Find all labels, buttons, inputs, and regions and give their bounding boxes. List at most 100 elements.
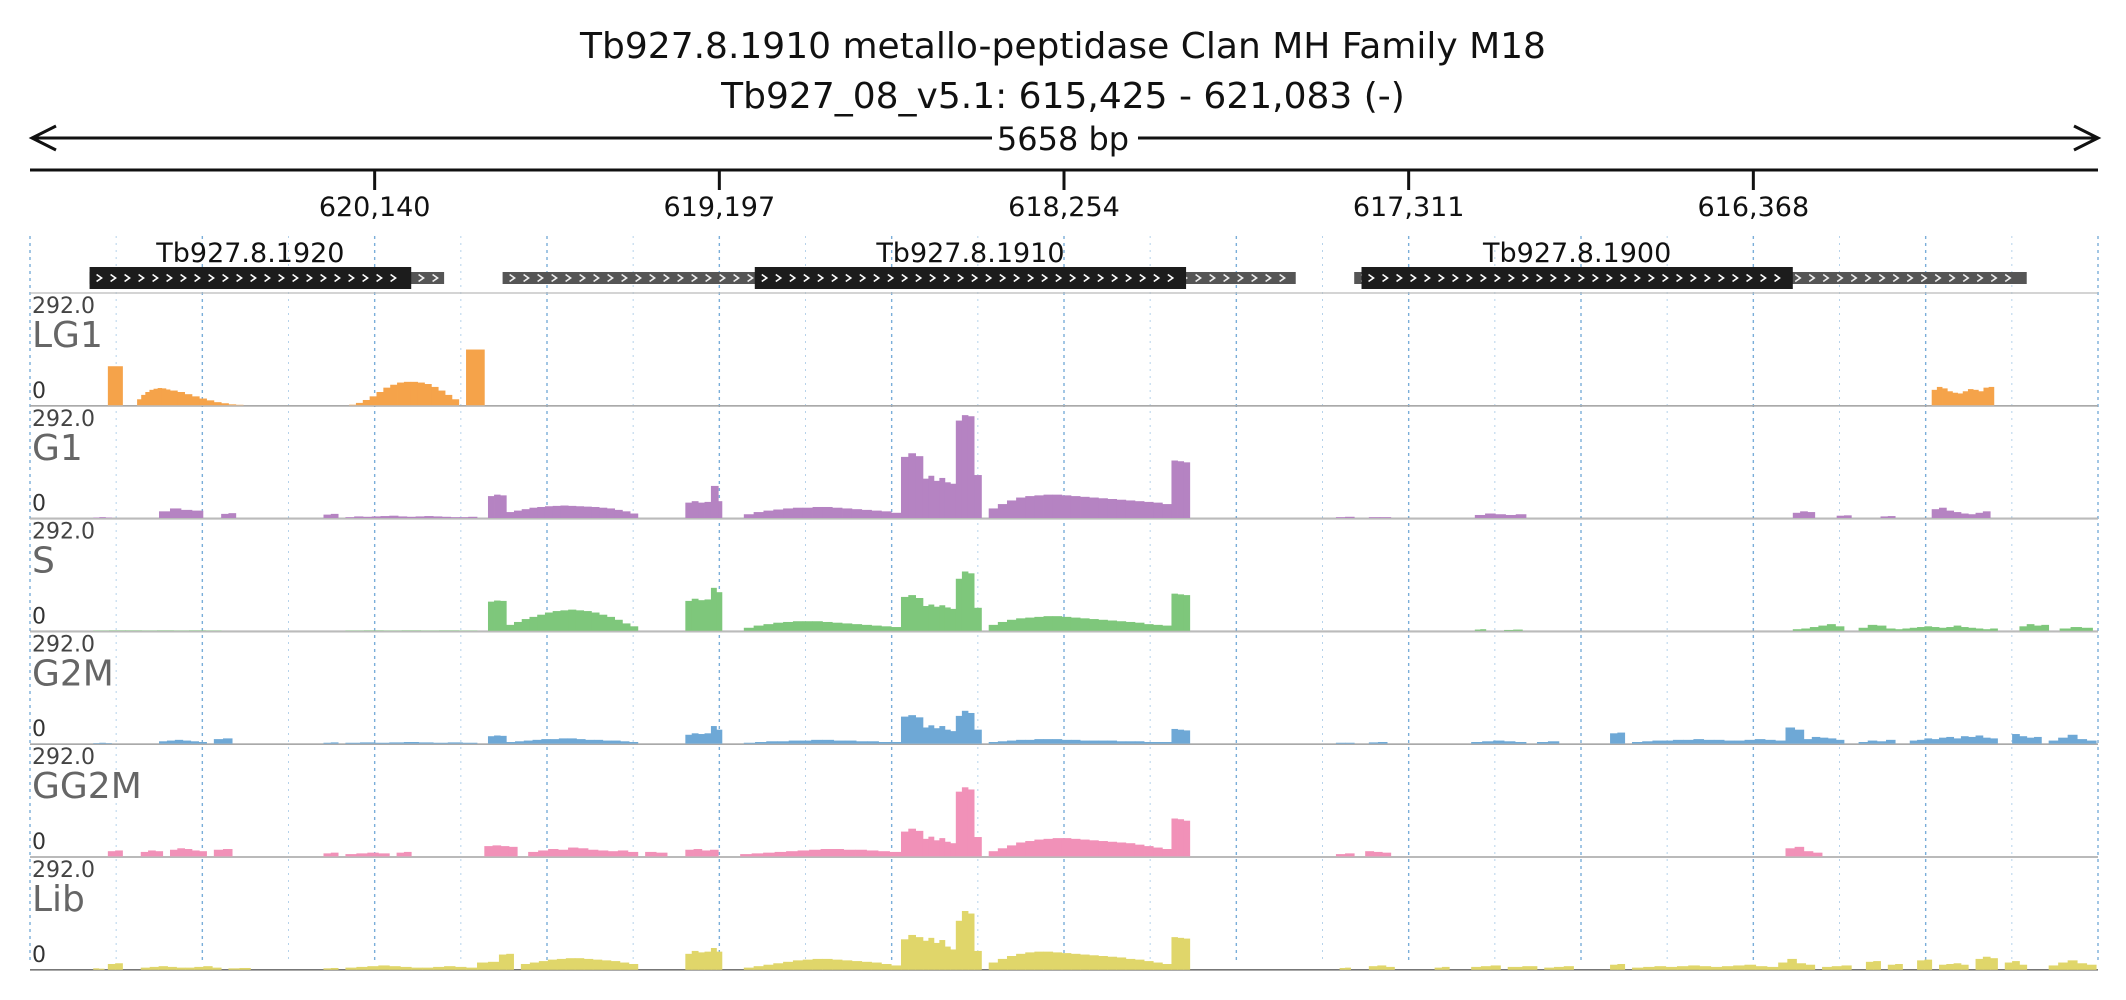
coverage-bar — [239, 967, 251, 970]
coverage-bar — [323, 968, 332, 970]
track-y-max-label: 292.0 — [32, 520, 95, 545]
coverage-bar — [698, 952, 705, 970]
coverage-bar — [184, 849, 193, 857]
coverage-bar — [415, 516, 425, 519]
coverage-bar — [967, 712, 975, 745]
coverage-bar — [1794, 846, 1805, 857]
strand-chevron — [1648, 273, 1655, 283]
strand-chevron — [306, 273, 313, 283]
coverage-bar — [933, 942, 940, 970]
coverage-bar — [611, 740, 621, 745]
coverage-bar — [345, 517, 355, 519]
coverage-bar — [169, 849, 178, 857]
coverage-bar — [548, 849, 559, 857]
track-name-label: Lib — [32, 879, 85, 920]
coverage-bar — [487, 496, 495, 519]
coverage-bar — [362, 399, 371, 406]
coverage-bar — [1125, 500, 1136, 519]
coverage-bar — [933, 480, 940, 519]
strand-chevron — [1055, 273, 1063, 283]
coverage-bar — [1867, 624, 1878, 632]
coverage-bar — [915, 598, 924, 632]
coverage-bar — [560, 505, 569, 519]
coverage-bar — [763, 624, 774, 632]
strand-chevron — [1508, 273, 1515, 283]
coverage-bar — [743, 514, 755, 519]
coverage-bar — [871, 625, 882, 632]
coverage-bar — [98, 968, 105, 970]
x-axis-ticks: 620,140 619,197 618,254 617,311 616,368 — [319, 170, 1809, 223]
coverage-bar — [1089, 840, 1099, 857]
coverage-bar — [222, 738, 233, 745]
coverage-bar — [1909, 740, 1918, 745]
coverage-bar — [1946, 627, 1955, 632]
coverage-bar — [1953, 963, 1962, 970]
coverage-bar — [400, 966, 412, 970]
gene-model[interactable]: Tb927.8.1900 — [1354, 238, 2027, 289]
coverage-bar — [1960, 513, 1969, 519]
coverage-bar — [190, 741, 200, 745]
coverage-bar — [974, 475, 982, 519]
coverage-bar — [961, 787, 969, 857]
coverage-bar — [1080, 740, 1090, 745]
gene-model[interactable]: Tb927.8.1920 — [89, 238, 445, 289]
strand-chevron — [1774, 273, 1781, 283]
strand-chevron — [1864, 273, 1872, 283]
coverage-bar — [1836, 515, 1845, 519]
coverage-bar — [842, 960, 853, 970]
gene-model[interactable]: Tb927.8.1910 — [502, 238, 1296, 289]
coverage-bar — [1098, 740, 1108, 745]
coverage-bar — [1162, 504, 1172, 519]
coverage-bar — [922, 605, 929, 632]
coverage-bar — [1474, 514, 1486, 519]
coverage-bar — [950, 949, 957, 970]
coverage-bar — [1171, 818, 1178, 857]
coverage-bar — [107, 851, 116, 857]
coverage-bar — [406, 516, 417, 519]
coverage-bar — [2067, 734, 2078, 745]
strand-chevron — [1690, 273, 1697, 283]
coverage-bar — [1931, 627, 1940, 632]
coverage-bar — [710, 849, 719, 857]
coverage-bar — [997, 848, 1008, 857]
coverage-bar — [944, 841, 951, 857]
coverage-bar — [693, 849, 703, 857]
coverage-bar — [928, 604, 935, 632]
coverage-bar — [908, 595, 917, 632]
coverage-bar — [552, 611, 561, 632]
coverage-bar — [1080, 618, 1090, 632]
coverage-bar — [418, 742, 434, 745]
coverage-bar — [1098, 841, 1108, 857]
coverage-bar — [881, 626, 892, 632]
coverage-bar — [500, 735, 507, 745]
coverage-bar — [1034, 839, 1044, 857]
coverage-bar — [1744, 739, 1756, 745]
coverage-bar — [166, 740, 176, 745]
coverage-bar — [1134, 844, 1145, 857]
coverage-bar — [961, 571, 969, 632]
coverage-bar — [1016, 842, 1026, 857]
coverage-bar — [538, 961, 549, 970]
coverage-bar — [1034, 495, 1044, 519]
strand-chevron — [1676, 273, 1683, 283]
coverage-bar — [451, 399, 460, 406]
strand-chevron — [320, 273, 327, 283]
coverage-bar — [878, 742, 891, 745]
coverage-bar — [704, 951, 712, 970]
coverage-bar — [1990, 958, 1998, 970]
coverage-bar — [1902, 628, 1911, 632]
strand-chevron — [607, 273, 614, 283]
strand-chevron — [1111, 273, 1119, 283]
strand-chevron — [621, 273, 628, 283]
coverage-bar — [575, 506, 585, 519]
coverage-bar — [691, 598, 699, 632]
coverage-bar — [763, 852, 776, 857]
coverage-bar — [2004, 962, 2013, 970]
strand-chevron — [1850, 273, 1858, 283]
coverage-bar — [1061, 953, 1072, 970]
coverage-bar — [182, 740, 192, 745]
coverage-bar — [1939, 964, 1947, 970]
coverage-bar — [367, 852, 379, 857]
x-tick-label: 620,140 — [319, 192, 431, 223]
coverage-bar — [1153, 962, 1163, 970]
